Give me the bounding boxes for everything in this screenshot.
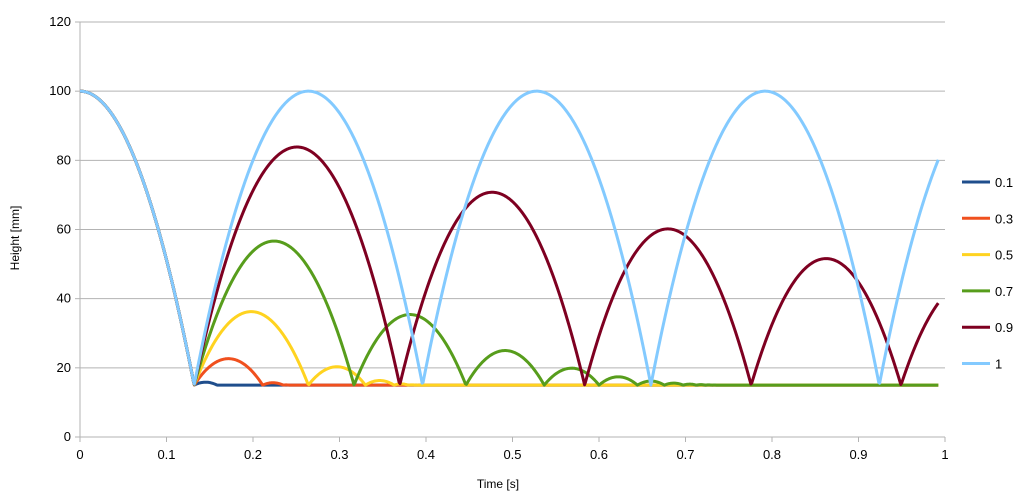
x-tick-label: 0.1 (157, 447, 175, 462)
legend-label: 1 (995, 357, 1002, 372)
y-axis-title: Height [mm] (8, 206, 22, 271)
y-tick-label: 80 (57, 152, 71, 167)
y-tick-label: 60 (57, 222, 71, 237)
y-tick-label: 120 (49, 14, 71, 29)
x-tick-label: 0.3 (330, 447, 348, 462)
legend-label: 0.5 (995, 248, 1013, 263)
y-tick-label: 100 (49, 83, 71, 98)
tick-labels: 0 20 40 60 80 100 120 0 0.1 0.2 0.3 0.4 0.5 0.6 0.7 0.8… (49, 14, 948, 462)
axes (75, 21, 946, 442)
legend-label: 0.3 (995, 211, 1013, 226)
x-tick-label: 0.5 (503, 447, 521, 462)
legend-label: 0.1 (995, 175, 1013, 190)
y-tick-label: 20 (57, 360, 71, 375)
x-tick-label: 1 (941, 447, 948, 462)
x-tick-label: 0.2 (244, 447, 262, 462)
legend-label: 0.7 (995, 284, 1013, 299)
y-tick-label: 0 (64, 429, 71, 444)
x-tick-label: 0.6 (590, 447, 608, 462)
series-line-1 (79, 89, 940, 387)
x-tick-label: 0.8 (763, 447, 781, 462)
x-tick-label: 0 (76, 447, 83, 462)
series-line-0-7 (79, 89, 939, 387)
x-tick-label: 0.7 (676, 447, 694, 462)
x-tick-label: 0.9 (849, 447, 867, 462)
series-layer (79, 89, 940, 387)
x-axis-title: Time [s] (477, 477, 519, 491)
x-tick-label: 0.4 (417, 447, 435, 462)
legend: 0.1 0.3 0.5 0.7 0.9 1 (962, 175, 1013, 372)
series-line-0-9 (79, 89, 940, 387)
y-tick-label: 40 (57, 291, 71, 306)
legend-label: 0.9 (995, 320, 1013, 335)
